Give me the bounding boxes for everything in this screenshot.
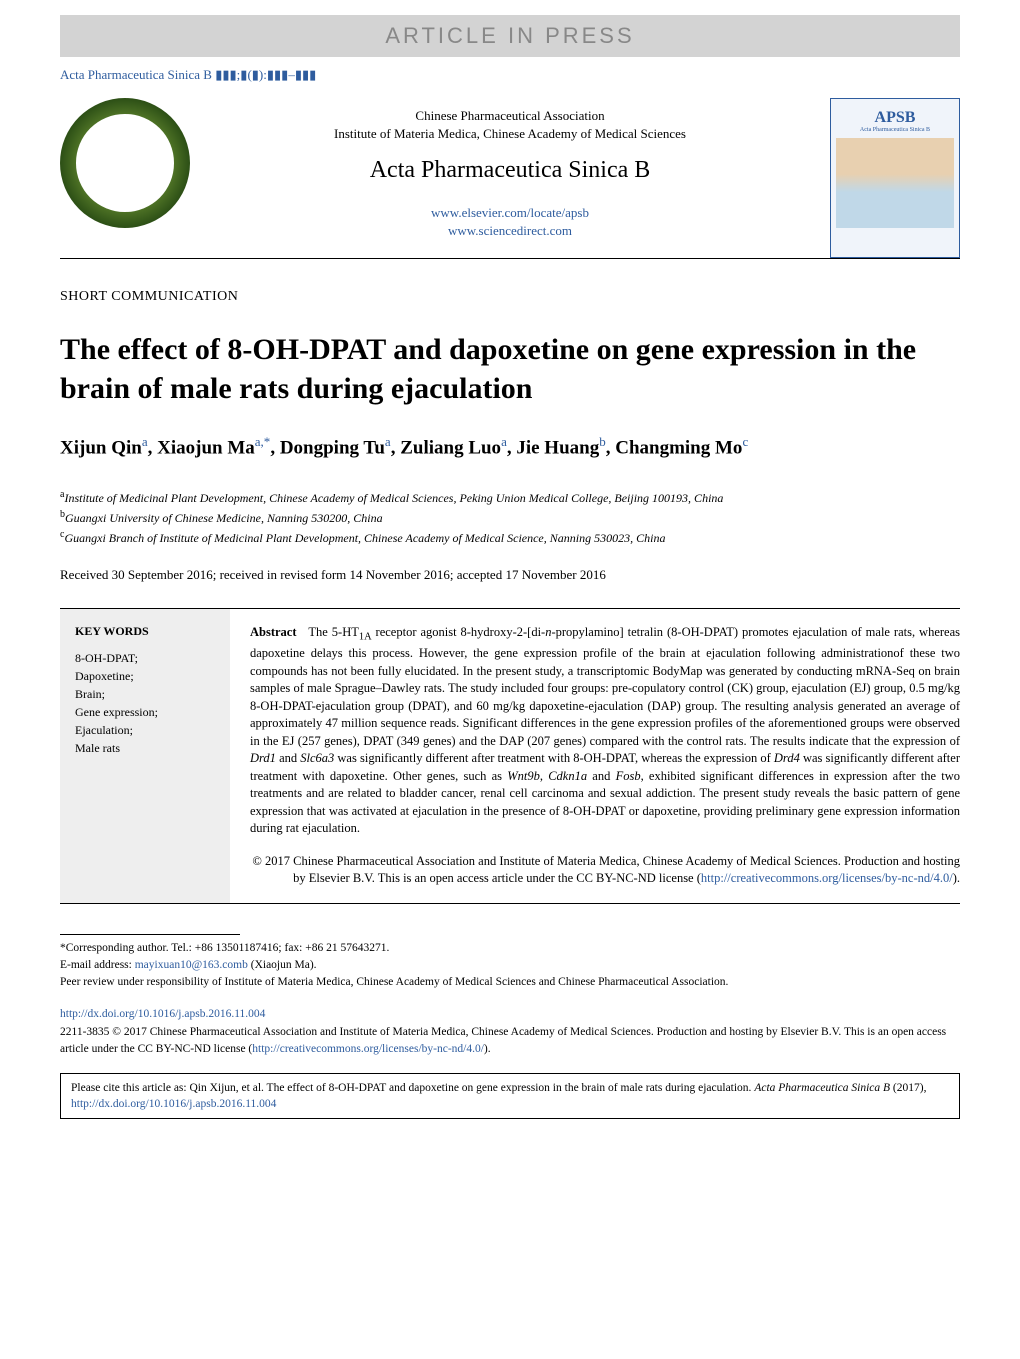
- apsb-label: APSB: [875, 109, 916, 127]
- keywords-title: KEY WORDS: [75, 624, 215, 639]
- article-title: The effect of 8-OH-DPAT and dapoxetine o…: [60, 330, 960, 408]
- footer-rule: [60, 934, 240, 935]
- email-line: E-mail address: mayixuan10@163.comb (Xia…: [60, 957, 960, 974]
- peer-review-note: Peer review under responsibility of Inst…: [60, 974, 960, 991]
- affiliation-item: bGuangxi University of Chinese Medicine,…: [60, 507, 960, 527]
- article-in-press-banner: ARTICLE IN PRESS: [60, 15, 960, 57]
- authors: Xijun Qina, Xiaojun Maa,*, Dongping Tua,…: [60, 433, 960, 462]
- header-center: Chinese Pharmaceutical Association Insti…: [210, 98, 810, 258]
- elsevier-link[interactable]: www.elsevier.com/locate/apsb: [210, 204, 810, 222]
- email-name: (Xiaojun Ma).: [248, 959, 317, 971]
- citation-box: Please cite this article as: Qin Xijun, …: [60, 1073, 960, 1119]
- content-area: SHORT COMMUNICATION The effect of 8-OH-D…: [60, 289, 960, 904]
- journal-title: Acta Pharmaceutica Sinica B: [210, 157, 810, 184]
- abstract-copyright: © 2017 Chinese Pharmaceutical Associatio…: [250, 853, 960, 888]
- header-section: Chinese Pharmaceutical Association Insti…: [60, 98, 960, 259]
- apsb-subtitle: Acta Pharmaceutica Sinica B: [860, 127, 930, 133]
- logo-left-icon: [60, 98, 190, 228]
- keyword-item: Gene expression;: [75, 703, 215, 721]
- citation-journal: Acta Pharmaceutica Sinica B: [754, 1082, 890, 1094]
- abstract-column: Abstract The 5-HT1A receptor agonist 8-h…: [230, 609, 960, 903]
- journal-reference: Acta Pharmaceutica Sinica B ▮▮▮;▮(▮):▮▮▮…: [60, 67, 960, 83]
- email-label: E-mail address:: [60, 959, 135, 971]
- cc-link[interactable]: http://creativecommons.org/licenses/by-n…: [252, 1043, 484, 1055]
- article-type: SHORT COMMUNICATION: [60, 289, 960, 305]
- abstract-section: KEY WORDS 8-OH-DPAT;Dapoxetine;Brain;Gen…: [60, 608, 960, 904]
- sciencedirect-link[interactable]: www.sciencedirect.com: [210, 222, 810, 240]
- affiliation-item: aInstitute of Medicinal Plant Developmen…: [60, 487, 960, 507]
- issn-end: ).: [484, 1043, 491, 1055]
- citation-link[interactable]: http://dx.doi.org/10.1016/j.apsb.2016.11…: [71, 1098, 276, 1110]
- header-links: www.elsevier.com/locate/apsb www.science…: [210, 204, 810, 240]
- email-link[interactable]: mayixuan10@163.comb: [135, 959, 248, 971]
- citation-text: Please cite this article as: Qin Xijun, …: [71, 1082, 754, 1094]
- journal-cover-icon: APSB Acta Pharmaceutica Sinica B: [830, 98, 960, 258]
- affiliation-item: cGuangxi Branch of Institute of Medicina…: [60, 527, 960, 547]
- keyword-item: Brain;: [75, 685, 215, 703]
- keywords-list: 8-OH-DPAT;Dapoxetine;Brain;Gene expressi…: [75, 649, 215, 757]
- doi-section: http://dx.doi.org/10.1016/j.apsb.2016.11…: [60, 1006, 960, 1058]
- corresponding-author: *Corresponding author. Tel.: +86 1350118…: [60, 940, 960, 957]
- association-line-1: Chinese Pharmaceutical Association: [210, 108, 810, 124]
- keyword-item: 8-OH-DPAT;: [75, 649, 215, 667]
- abstract-text: Abstract The 5-HT1A receptor agonist 8-h…: [250, 624, 960, 838]
- affiliations: aInstitute of Medicinal Plant Developmen…: [60, 487, 960, 547]
- issn-text: 2211-3835 © 2017 Chinese Pharmaceutical …: [60, 1026, 946, 1055]
- keywords-column: KEY WORDS 8-OH-DPAT;Dapoxetine;Brain;Gen…: [60, 609, 230, 903]
- keyword-item: Male rats: [75, 739, 215, 757]
- association-line-2: Institute of Materia Medica, Chinese Aca…: [210, 126, 810, 142]
- keyword-item: Ejaculation;: [75, 721, 215, 739]
- cover-art: [836, 138, 954, 228]
- citation-year: (2017),: [890, 1082, 926, 1094]
- doi-link[interactable]: http://dx.doi.org/10.1016/j.apsb.2016.11…: [60, 1008, 265, 1020]
- issn-copyright: 2211-3835 © 2017 Chinese Pharmaceutical …: [60, 1024, 960, 1059]
- received-dates: Received 30 September 2016; received in …: [60, 567, 960, 583]
- footer-section: *Corresponding author. Tel.: +86 1350118…: [60, 934, 960, 992]
- keyword-item: Dapoxetine;: [75, 667, 215, 685]
